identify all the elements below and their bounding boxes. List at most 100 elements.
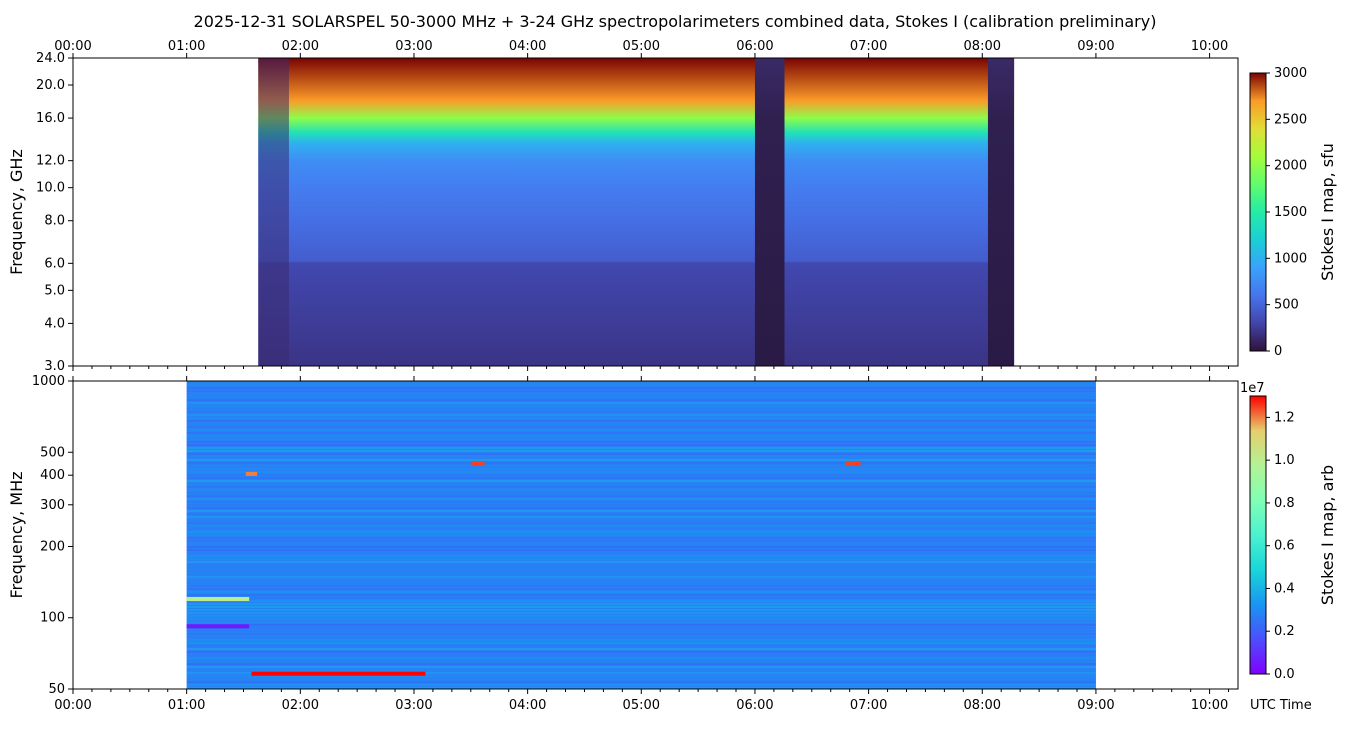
bottom-heatmap-stripe: [186, 561, 1096, 563]
bottom-heatmap-stripe: [186, 519, 1096, 521]
bottom-heatmap-stripe: [186, 570, 1096, 572]
bottom-heatmap-stripe: [186, 438, 1096, 440]
bottom-heatmap-stripe: [186, 381, 1096, 383]
bottom-heatmap-stripe: [186, 678, 1096, 680]
bottom-heatmap-stripe: [186, 426, 1096, 428]
bottom-heatmap-stripe: [186, 417, 1096, 419]
bottom-ytick-label: 300: [40, 498, 65, 513]
bottom-heatmap-stripe: [186, 450, 1096, 452]
bottom-heatmap-stripe: [186, 621, 1096, 623]
bottom-heatmap-stripe: [186, 510, 1096, 512]
top-colorbar-label: Stokes I map, sfu: [1318, 143, 1337, 281]
bottom-ylabel: Frequency, MHz: [7, 471, 26, 598]
bottom-heatmap-stripe: [186, 588, 1096, 590]
bottom-colorbar-exponent: 1e7: [1240, 381, 1265, 396]
bottom-heatmap-stripe: [186, 489, 1096, 491]
bottom-heatmap-stripe: [186, 528, 1096, 530]
bottom-heatmap-stripe: [186, 525, 1096, 527]
top-ytick-label: 12.0: [36, 154, 65, 169]
top-colorbar-tick-label: 2500: [1274, 112, 1307, 127]
bottom-heatmap-stripe: [186, 468, 1096, 470]
bottom-heatmap-stripe: [186, 429, 1096, 431]
bottom-heatmap-stripe: [186, 585, 1096, 587]
bottom-heatmap-stripe: [186, 516, 1096, 518]
bottom-panel: 50 100 200 300 400 500 1000 00:00 01:00 02:00 03:0…: [32, 374, 1239, 713]
bottom-heatmap-stripe: [186, 441, 1096, 443]
bottom-heatmap-stripe: [186, 618, 1096, 620]
bottom-heatmap-stripe: [186, 663, 1096, 665]
bottom-heatmap-stripe: [186, 684, 1096, 686]
bottom-heatmap-stripe: [186, 492, 1096, 494]
bottom-heatmap-stripe: [186, 408, 1096, 410]
bottom-heatmap-stripe: [186, 558, 1096, 560]
bottom-heatmap-stripe: [186, 411, 1096, 413]
top-ytick-label: 24.0: [36, 51, 65, 66]
bottom-ytick-label: 500: [40, 445, 65, 460]
bottom-heatmap-stripe: [186, 432, 1096, 434]
top-ytick-label: 20.0: [36, 78, 65, 93]
bottom-heatmap-stripe: [186, 591, 1096, 593]
bottom-heatmap-stripe: [186, 606, 1096, 608]
top-frame: [72, 57, 1239, 367]
bottom-heatmap-stripe: [186, 498, 1096, 500]
bottom-heatmap-stripe: [186, 642, 1096, 644]
bottom-heatmap-stripe: [186, 576, 1096, 578]
bottom-heatmap-stripe: [186, 555, 1096, 557]
bottom-heatmap-stripe: [186, 420, 1096, 422]
bottom-heatmap-stripe: [186, 654, 1096, 656]
bottom-heatmap-stripe: [186, 651, 1096, 653]
bottom-heatmap-stripe: [186, 639, 1096, 641]
top-xtick-label: 07:00: [850, 39, 887, 54]
bottom-ytick-label: 400: [40, 468, 65, 483]
top-colorbar-tick-label: 1500: [1274, 205, 1307, 220]
bottom-heatmap-stripe: [186, 546, 1096, 548]
bottom-heatmap-stripe: [186, 552, 1096, 554]
bottom-heatmap-stripe: [186, 390, 1096, 392]
bottom-heatmap-stripe: [186, 459, 1096, 461]
bottom-heatmap-stripe: [186, 612, 1096, 614]
bottom-colorbar-tick-label: 0.8: [1274, 496, 1295, 511]
bottom-xtick-label: 08:00: [964, 698, 1001, 713]
top-colorbar-tick-label: 3000: [1274, 66, 1307, 81]
bottom-ytick-label: 200: [40, 539, 65, 554]
bottom-xtick-label: 06:00: [736, 698, 773, 713]
bottom-heatmap-stripe: [186, 444, 1096, 446]
bottom-heatmap-stripe: [186, 681, 1096, 683]
bottom-heatmap-stripe: [186, 537, 1096, 539]
bottom-ytick-label: 50: [48, 682, 65, 697]
bottom-heatmap-stripe: [186, 405, 1096, 407]
bottom-heatmap-stripe: [186, 630, 1096, 632]
bottom-heatmap-stripe: [186, 594, 1096, 596]
bottom-xtick-label: 01:00: [168, 698, 205, 713]
bottom-heatmap-stripe: [186, 675, 1096, 677]
top-xtick-label: 09:00: [1077, 39, 1114, 54]
top-xtick-label: 02:00: [282, 39, 319, 54]
top-xtick-label: 03:00: [395, 39, 432, 54]
bottom-heatmap-stripe: [186, 507, 1096, 509]
bottom-feature-5: [845, 461, 861, 466]
bottom-heatmap-stripe: [186, 504, 1096, 506]
bottom-heatmap-stripe: [186, 435, 1096, 437]
top-ylabel: Frequency, GHz: [7, 149, 26, 275]
top-xtick-label: 05:00: [623, 39, 660, 54]
bottom-heatmap-stripe: [186, 483, 1096, 485]
bottom-heatmap-stripe: [186, 486, 1096, 488]
bottom-colorbar-tick-label: 1.0: [1274, 453, 1295, 468]
top-ytick-label: 6.0: [44, 256, 65, 271]
bottom-heatmap-stripe: [186, 462, 1096, 464]
bottom-heatmap-stripe: [186, 384, 1096, 386]
bottom-heatmap-stripe: [186, 573, 1096, 575]
top-colorbar-tick-label: 500: [1274, 298, 1299, 313]
bottom-xtick-label: 05:00: [623, 698, 660, 713]
bottom-heatmap-stripe: [186, 414, 1096, 416]
bottom-heatmap-stripe: [186, 633, 1096, 635]
bottom-heatmap-stripe: [186, 603, 1096, 605]
bottom-xtick-label: 02:00: [282, 698, 319, 713]
top-ytick-label: 16.0: [36, 111, 65, 126]
bottom-feature-2: [186, 624, 250, 629]
bottom-heatmap-stripe: [186, 453, 1096, 455]
top-heatmap-body: [258, 58, 1015, 366]
bottom-colorbar-tick-label: 1.2: [1274, 410, 1295, 425]
